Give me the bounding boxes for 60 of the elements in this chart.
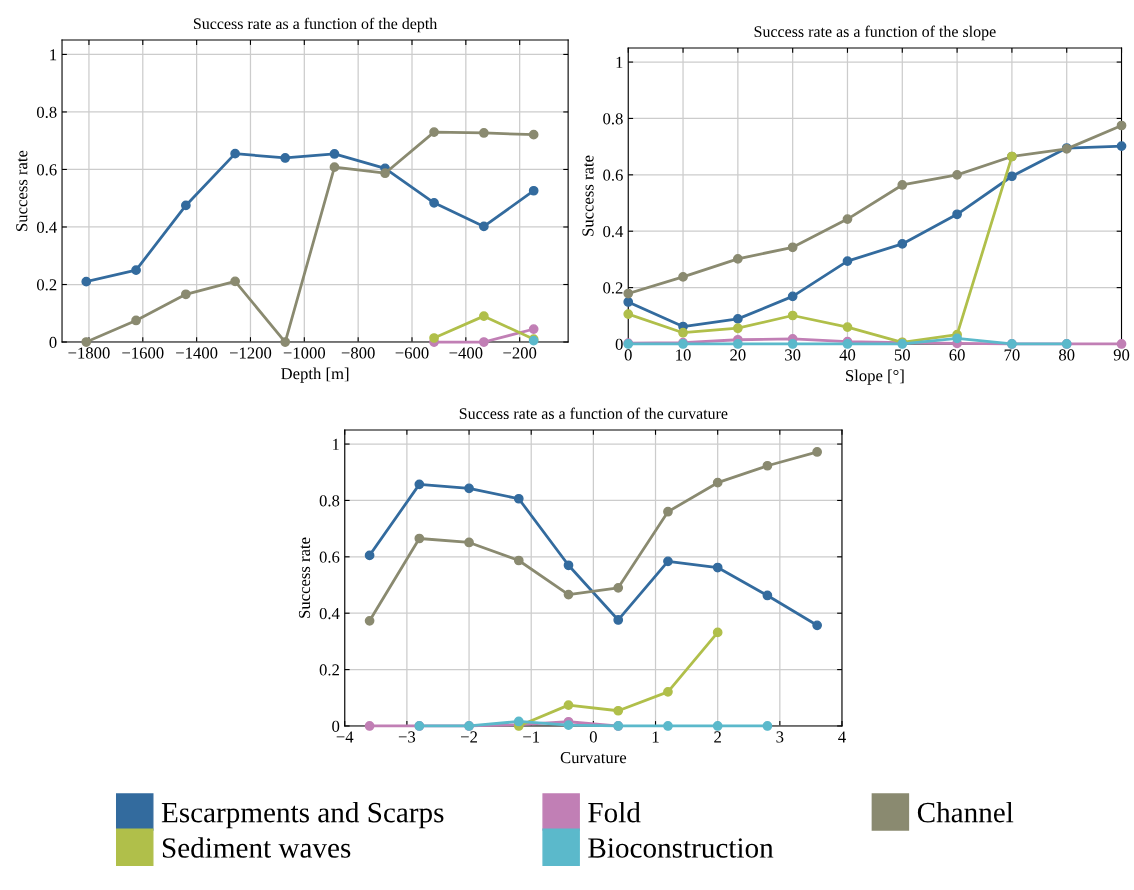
x-tick-label: 2 [714,731,721,743]
x-tick-label: −200 [503,347,537,359]
x-tick-label: −2 [461,731,477,743]
y-tick-label: 0.4 [319,607,340,620]
y-tick-label: 0 [332,720,340,732]
y-tick-label: 0.8 [603,113,623,125]
y-tick-label: 1 [616,56,623,68]
x-tick-label: 40 [839,349,856,361]
x-tick-label: −1400 [176,347,218,359]
y-tick-label: 0.2 [319,664,339,676]
x-tick-label: 70 [1004,349,1020,361]
x-axis-title: Depth [m] [281,367,349,383]
x-tick-label: 30 [785,349,801,361]
y-tick-label: 1 [50,49,57,61]
legend-label: Fold [588,801,641,823]
y-tick-label: 1 [333,438,339,450]
y-tick-label: 0.6 [319,551,340,563]
y-tick-label: 0 [615,338,623,350]
x-axis-title: Curvature [560,752,627,764]
x-tick-label: −600 [395,347,429,359]
x-tick-label: −1 [523,731,540,743]
y-tick-label: 0 [49,336,57,348]
y-axis-title: Success rate [298,537,311,618]
y-tick-label: 0.8 [36,106,57,118]
x-axis-title: Slope [°] [846,369,904,385]
x-tick-label: 1 [652,731,659,743]
x-tick-label: 10 [676,349,691,361]
chart-title: Success rate as a function of the slope [754,25,996,41]
x-tick-label: 0 [624,349,632,361]
x-tick-label: −800 [341,347,375,359]
y-axis-title: Success rate [582,155,594,236]
x-tick-label: 50 [894,349,910,361]
x-tick-label: 0 [589,731,597,743]
y-tick-label: 0.4 [603,225,624,238]
x-tick-label: −4 [336,731,354,743]
y-tick-label: 0.8 [319,495,340,507]
y-tick-label: 0.2 [603,282,623,294]
chart-title: Success rate as a function of the depth [193,17,438,33]
legend-label: Sediment waves [162,837,351,858]
y-tick-label: 0.6 [603,169,623,181]
x-tick-label: −1200 [229,347,272,359]
x-tick-label: 20 [730,349,746,361]
y-axis-title: Success rate [16,150,28,231]
legend-label: Bioconstruction [588,838,774,858]
x-tick-label: 4 [838,731,846,743]
x-tick-label: 80 [1059,349,1075,361]
y-tick-label: 0.2 [36,279,57,291]
x-tick-label: −1600 [122,347,164,359]
legend-label: Channel [917,801,1014,823]
x-tick-label: 90 [1113,349,1130,361]
chart-title: Success rate as a function of the curvature [459,407,728,420]
x-tick-label: −400 [449,347,483,359]
y-tick-label: 0.6 [36,164,57,176]
x-tick-label: 3 [776,731,784,743]
x-tick-label: 60 [949,349,965,361]
x-tick-label: −1800 [68,347,110,359]
x-tick-label: −3 [398,731,416,743]
y-tick-label: 0.4 [36,221,57,234]
x-tick-label: −1000 [283,347,326,359]
legend-label: Escarpments and Scarps [161,801,444,829]
